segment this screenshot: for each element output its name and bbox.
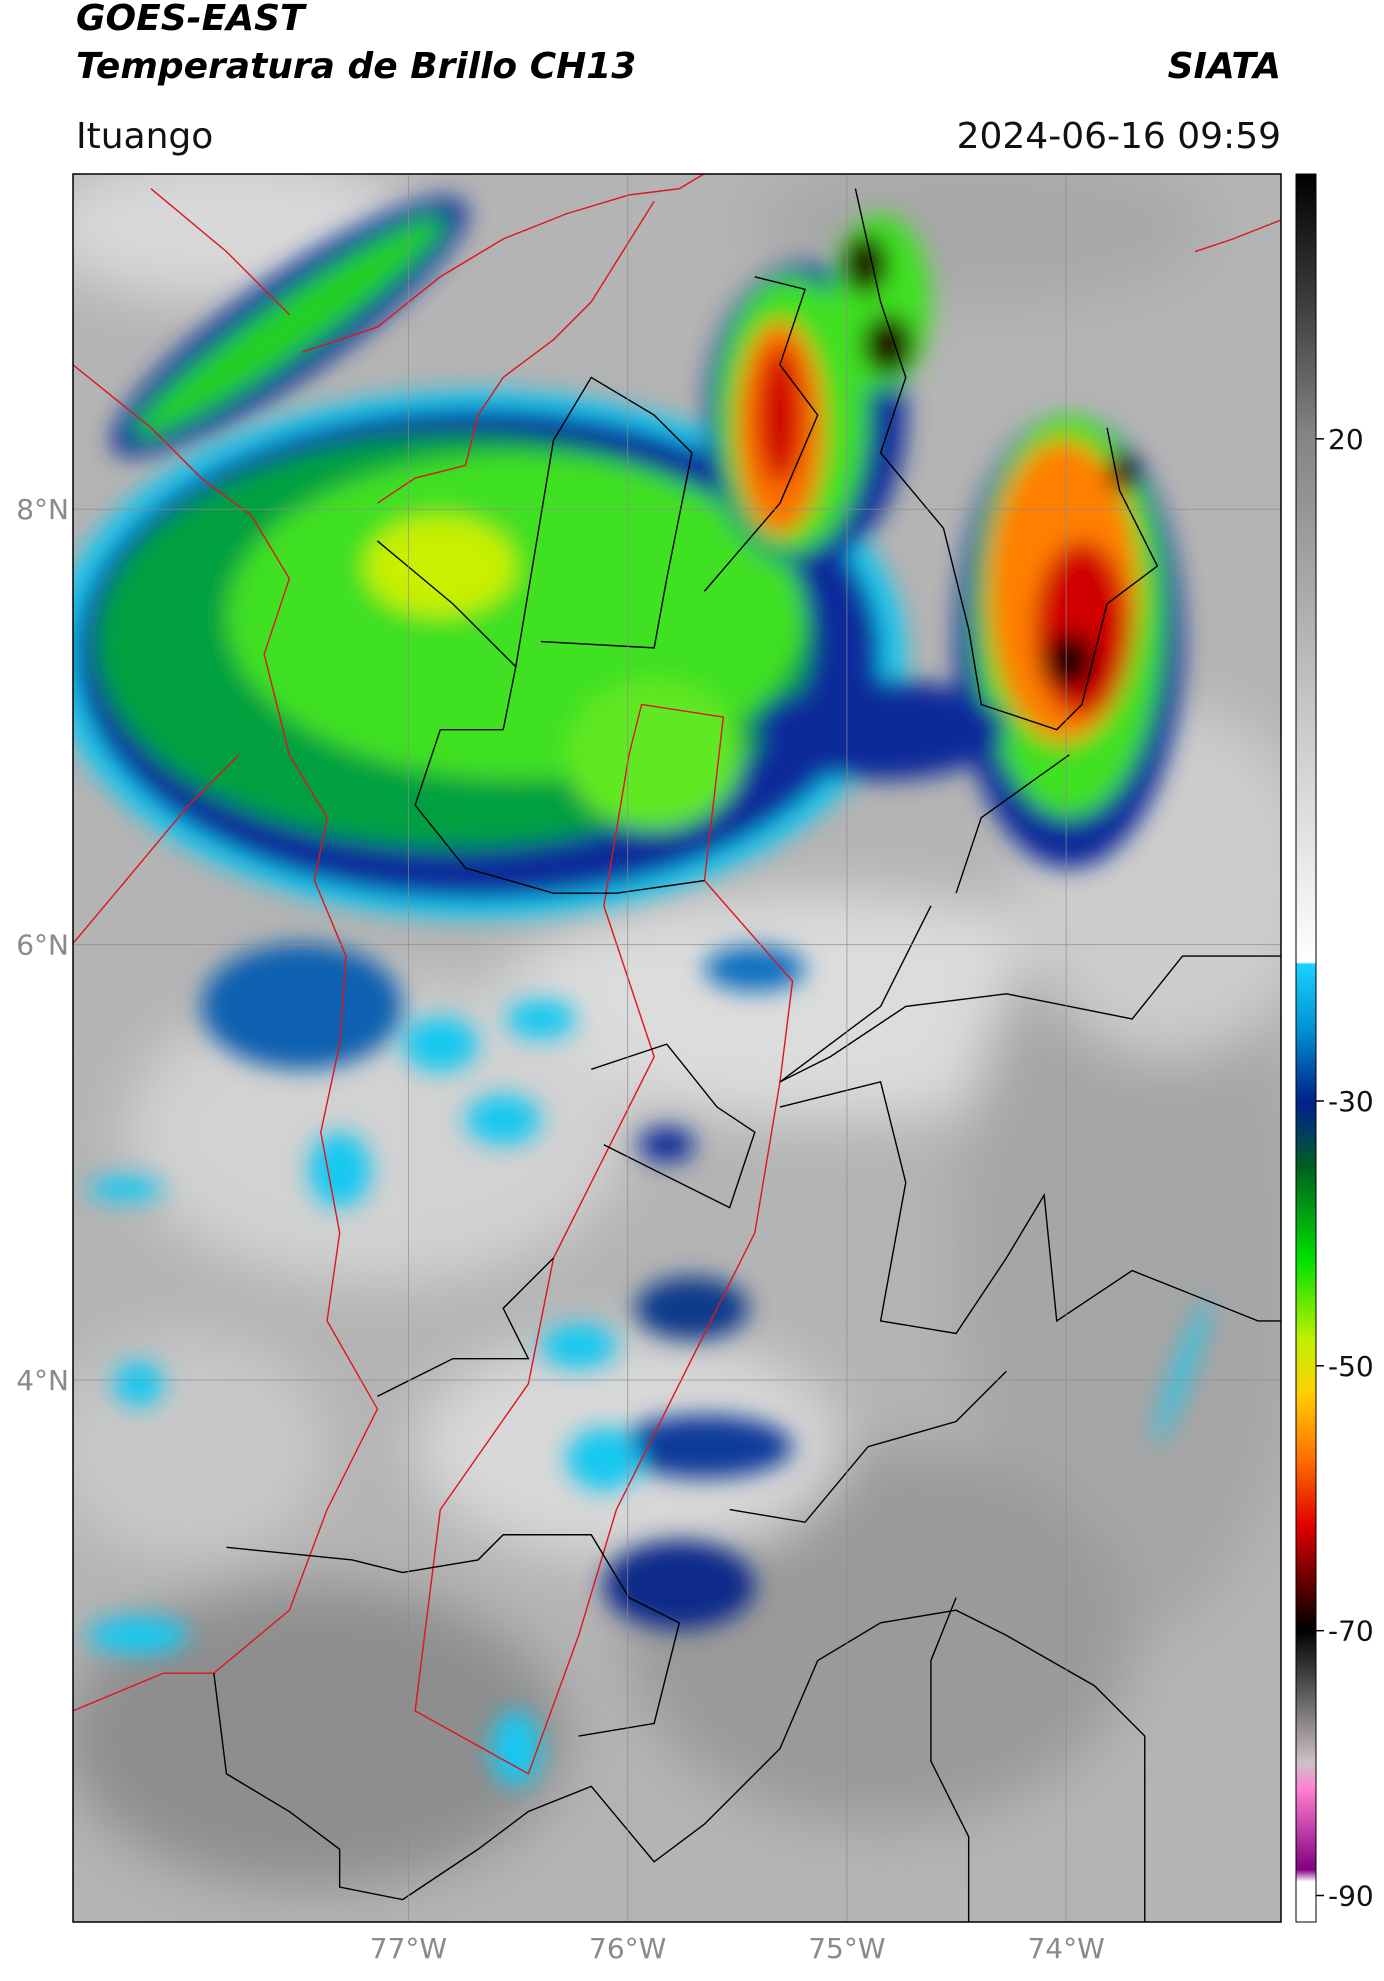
datetime: 2024-06-16 09:59 bbox=[957, 116, 1281, 157]
x-tick-label: 74°W bbox=[1027, 1932, 1104, 1965]
source: SIATA bbox=[1168, 46, 1281, 87]
subtitle: Temperatura de Brillo CH13 bbox=[76, 46, 636, 87]
colorbar bbox=[1295, 173, 1317, 1923]
location: Ituango bbox=[76, 116, 213, 157]
colorbar-tick-label: -70 bbox=[1328, 1615, 1374, 1648]
colorbar-tick-label: -50 bbox=[1328, 1350, 1374, 1383]
y-tick-label: 4°N bbox=[16, 1364, 69, 1397]
x-tick-label: 76°W bbox=[589, 1932, 666, 1965]
convective-clouds bbox=[72, 197, 1210, 1787]
y-tick-label: 6°N bbox=[16, 929, 69, 962]
map bbox=[72, 173, 1281, 1922]
colorbar-tick-label: 20 bbox=[1328, 423, 1364, 456]
map-frame bbox=[72, 173, 1282, 1923]
title: GOES-EAST bbox=[76, 0, 307, 39]
colorbar-tick-label: -30 bbox=[1328, 1085, 1374, 1118]
x-tick-label: 75°W bbox=[808, 1932, 885, 1965]
y-tick-label: 8°N bbox=[16, 493, 69, 526]
colorbar-tick-label: -90 bbox=[1328, 1880, 1374, 1913]
x-tick-label: 77°W bbox=[370, 1932, 447, 1965]
axes: 77°W 76°W 75°W 74°W 8°N 6°N 4°N 20 -30 -50 -70 -90 bbox=[16, 174, 1374, 1965]
